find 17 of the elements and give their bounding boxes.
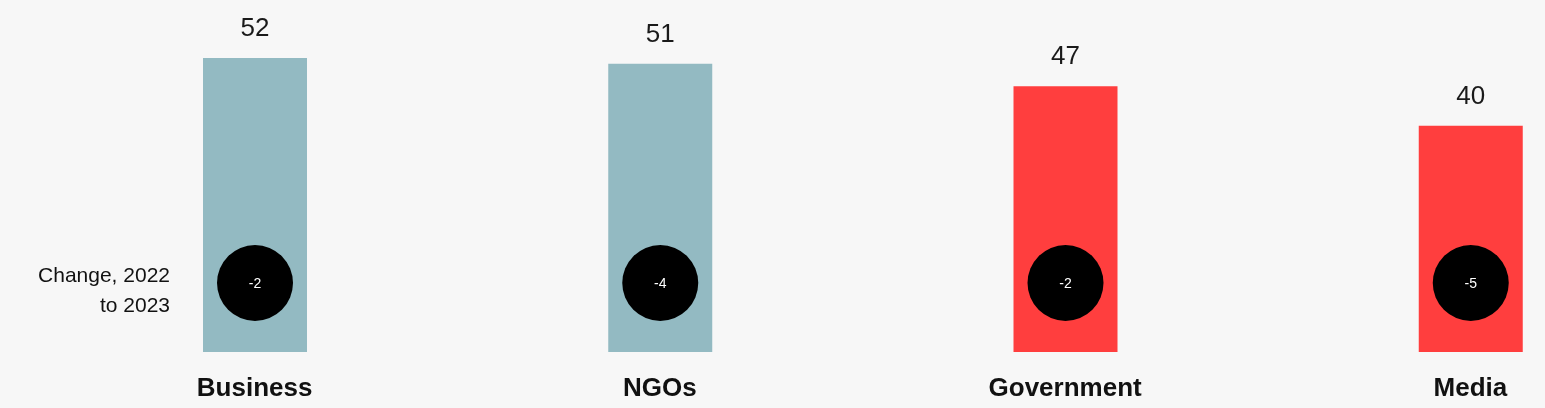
circle-badge: -2 bbox=[1027, 245, 1104, 321]
x-tick-label: Business bbox=[196, 372, 313, 403]
annotation: -5 bbox=[1464, 275, 1478, 291]
circle-badge: -2 bbox=[217, 245, 293, 321]
data-label: 51 bbox=[645, 17, 675, 48]
annotation: -4 bbox=[654, 275, 667, 291]
x-tick-label: Media bbox=[1433, 372, 1508, 403]
data-label: 40 bbox=[1456, 79, 1486, 110]
circle-badge: -4 bbox=[622, 245, 699, 321]
data-label: 52 bbox=[240, 12, 270, 42]
x-tick-label: NGOs bbox=[623, 372, 697, 403]
x-tick-label: Government bbox=[988, 372, 1143, 403]
annotation: -2 bbox=[248, 275, 262, 291]
data-label: 47 bbox=[1051, 40, 1080, 71]
circle-badge: -5 bbox=[1432, 245, 1509, 321]
annotation: -2 bbox=[1059, 275, 1072, 291]
annotation: Change, 2022 to 2023 bbox=[37, 262, 170, 318]
